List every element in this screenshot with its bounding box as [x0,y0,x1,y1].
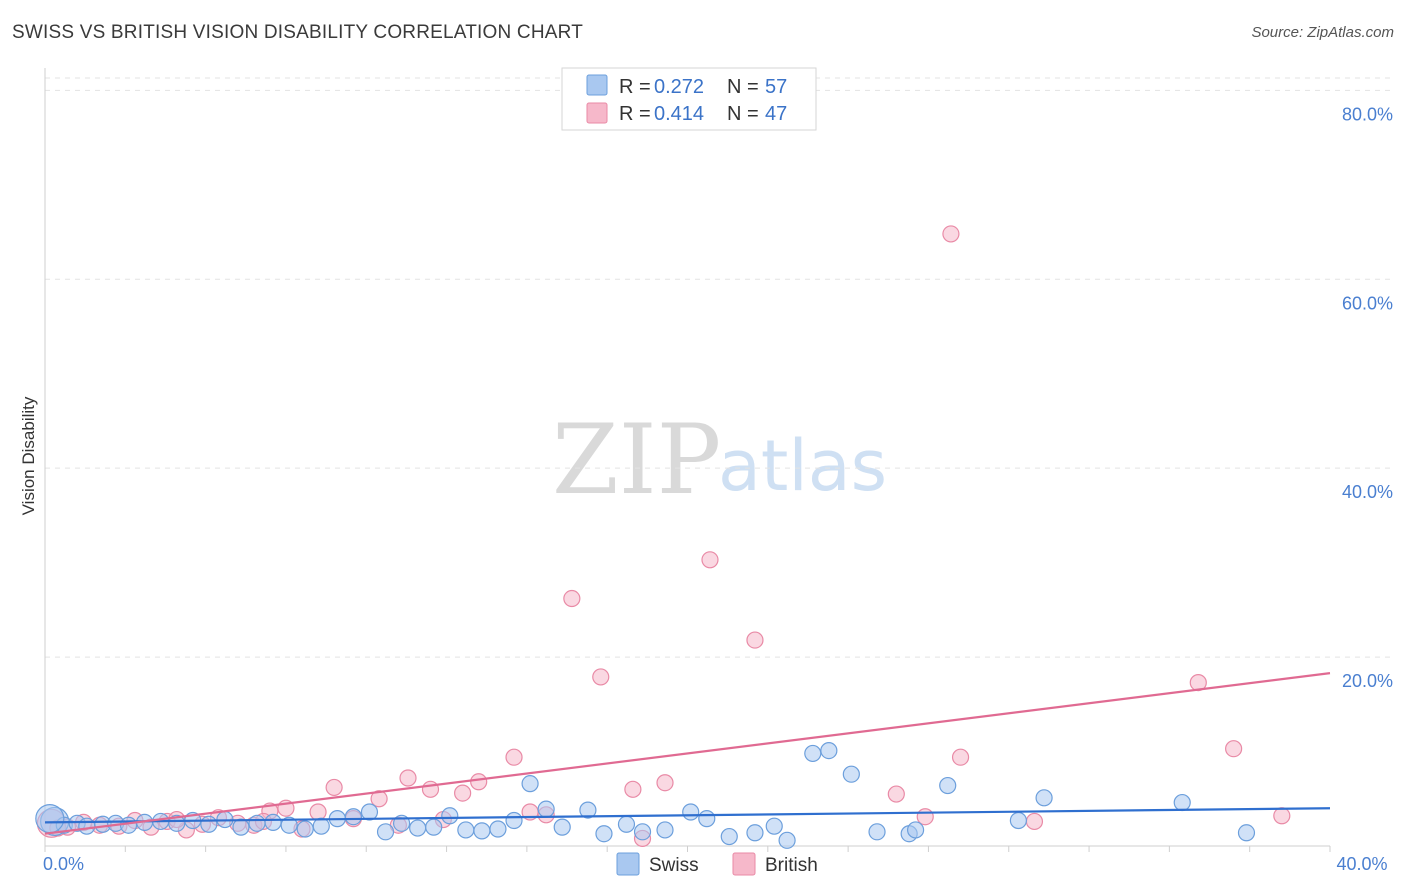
watermark-zip: ZIP [552,404,721,516]
british-trend-line [44,672,1331,835]
swiss-point-43 [765,817,783,835]
swiss-point-6 [119,816,138,834]
trend-layer [44,672,1331,835]
swiss-point-13 [232,818,250,836]
swiss-point-32 [537,800,555,818]
swiss-point-28 [473,822,491,840]
swiss-point-24 [409,819,427,837]
british-point-31 [624,780,642,798]
british-point-17 [325,778,343,797]
swiss-point-53 [1035,789,1053,807]
y-tick-label-0: 20.0% [1342,671,1393,691]
swiss-point-22 [376,823,395,841]
legend-n-value-british: 47 [765,103,787,125]
axis-layer: 20.0% 40.0% 60.0% 80.0% 0.0% 40.0% [43,68,1393,874]
y-tick-label-3: 80.0% [1342,104,1393,124]
swiss-point-35 [595,825,613,843]
swiss-point-37 [633,823,652,841]
british-point-34 [701,551,719,569]
grid-layer [45,77,1392,658]
swiss-point-56 [35,804,65,834]
legend-n-value-swiss: 57 [765,76,787,98]
british-point-22 [421,780,440,798]
bottom-legend-swatch-swiss [616,852,640,876]
swiss-point-21 [360,803,379,821]
swiss-point-17 [296,820,314,838]
british-point-25 [470,773,488,791]
swiss-point-15 [264,813,282,831]
swiss-point-14 [248,814,266,832]
swiss-point-55 [1237,824,1256,842]
swiss-point-52 [1009,811,1027,830]
swiss-point-54 [1173,793,1191,812]
swiss-point-38 [656,821,674,839]
swiss-point-20 [344,808,362,826]
swiss-point-18 [312,817,330,835]
y-axis-title: Vision Disability [19,396,38,515]
swiss-point-30 [505,811,523,830]
british-point-42 [1225,740,1243,758]
swiss-point-16 [280,816,298,834]
legend-r-label-swiss: R = [619,76,651,98]
swiss-point-44 [778,831,796,849]
british-point-29 [563,589,581,608]
swiss-point-26 [441,807,459,825]
bottom-legend-label-swiss: Swiss [649,855,699,876]
swiss-trend-line [44,807,1331,824]
british-point-16 [309,803,327,821]
bottom-legend-swatch-british [732,852,756,876]
british-point-40 [1025,812,1044,831]
swiss-point-47 [842,765,860,783]
legend-r-label-british: R = [619,103,651,125]
x-tick-label-1: 40.0% [1336,854,1387,874]
swiss-point-3 [78,817,96,835]
chart-title: SWISS VS BRITISH VISION DISABILITY CORRE… [12,22,584,43]
y-tick-label-1: 40.0% [1342,482,1393,502]
legend-n-label-swiss: N = [727,76,759,98]
british-point-39 [951,748,970,766]
swiss-point-48 [868,823,886,841]
points-layer [35,225,1291,849]
british-point-19 [370,790,388,808]
swiss-point-46 [820,741,838,760]
legend-r-value-swiss: 0.272 [654,76,704,98]
watermark-atlas: atlas [718,425,887,507]
source-label: Source: ZipAtlas.com [1251,24,1394,41]
legend-swatch-swiss [586,74,608,96]
swiss-point-29 [489,820,507,838]
swiss-point-25 [425,818,443,836]
british-point-21 [399,769,417,787]
bottom-legend-label-british: British [765,855,818,876]
swiss-point-27 [457,821,475,839]
british-point-38 [942,225,960,243]
legend-bottom: Swiss British [616,852,818,876]
british-point-33 [656,774,674,792]
legend-r-value-british: 0.414 [654,103,704,125]
swiss-point-11 [200,815,218,833]
british-point-35 [746,631,764,649]
swiss-point-51 [939,776,957,795]
swiss-point-42 [746,824,764,842]
legend-n-label-british: N = [727,103,759,125]
swiss-point-36 [617,815,636,833]
british-point-26 [505,748,523,766]
swiss-point-34 [579,801,597,819]
british-point-24 [454,784,472,802]
british-point-37 [916,808,934,826]
british-point-43 [1273,807,1291,825]
swiss-point-39 [682,803,700,821]
swiss-point-41 [720,827,738,846]
swiss-point-45 [804,744,822,763]
swiss-point-40 [698,810,716,828]
y-tick-label-2: 60.0% [1342,293,1393,313]
british-point-30 [592,668,610,686]
swiss-point-33 [553,818,571,836]
british-point-36 [887,785,905,803]
legend-top: R = 0.272 N = 57 R = 0.414 N = 47 [561,67,817,131]
swiss-point-50 [906,821,925,839]
legend-swatch-british [586,102,608,124]
x-tick-label-0: 0.0% [43,854,84,874]
swiss-point-31 [521,775,539,793]
